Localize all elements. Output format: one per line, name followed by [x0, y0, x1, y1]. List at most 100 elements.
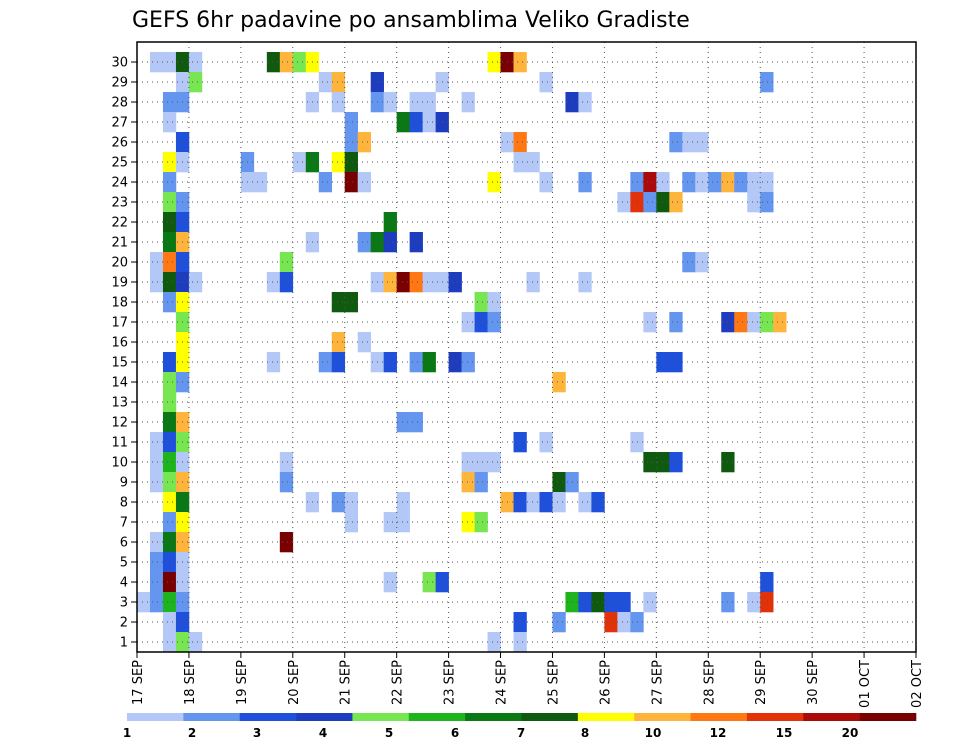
y-tick-label: 19: [111, 276, 128, 291]
heatmap-cell: [162, 612, 177, 633]
colorbar-swatch: [634, 713, 691, 721]
colorbar-label: 3: [253, 726, 261, 740]
heatmap-cell: [682, 252, 696, 273]
heatmap-cell: [760, 172, 774, 193]
heatmap-cell: [474, 312, 488, 333]
heatmap-cell: [162, 592, 177, 613]
heatmap-cell: [604, 592, 618, 613]
heatmap-cell: [409, 232, 423, 253]
heatmap-cell: [760, 572, 774, 593]
heatmap-cell: [422, 352, 436, 373]
heatmap-cell: [409, 272, 423, 293]
heatmap-cell: [344, 172, 359, 193]
heatmap-cell: [383, 352, 397, 373]
heatmap-cell: [552, 372, 566, 393]
heatmap-cell: [578, 272, 592, 293]
colorbar-swatch: [577, 713, 635, 721]
heatmap-cell: [162, 632, 177, 653]
heatmap-cell: [383, 512, 397, 533]
heatmap-cell: [669, 452, 683, 473]
heatmap-cell: [331, 72, 346, 93]
y-tick-label: 16: [111, 336, 128, 351]
heatmap-cell: [578, 172, 592, 193]
heatmap-cell: [422, 112, 436, 133]
colorbar-swatch: [408, 713, 466, 721]
heatmap-cell: [162, 472, 177, 493]
heatmap-cell: [149, 272, 164, 293]
heatmap-cell: [578, 92, 592, 113]
heatmap-cell: [617, 192, 631, 213]
heatmap-cell: [474, 292, 488, 313]
heatmap-cell: [539, 432, 553, 453]
y-tick-label: 27: [111, 116, 128, 131]
y-tick-label: 6: [120, 536, 128, 551]
heatmap-cell: [149, 472, 164, 493]
colorbar-label: 12: [710, 726, 727, 740]
y-tick-label: 1: [120, 636, 128, 651]
heatmap-cell: [357, 132, 371, 153]
x-tick-label: 19 SEP: [235, 660, 250, 705]
heatmap-cell: [409, 352, 423, 373]
colorbar-label: 1: [123, 726, 131, 740]
x-tick-label: 21 SEP: [339, 660, 354, 705]
heatmap-cell: [591, 592, 605, 613]
heatmap-cell: [539, 72, 553, 93]
colorbar: 1 2 3 4 5 6 7 8 10 12 15 20: [123, 713, 917, 740]
y-tick-label: 26: [111, 136, 128, 151]
y-tick-label: 22: [111, 216, 128, 231]
heatmap-cell: [357, 232, 371, 253]
heatmap-cell: [188, 52, 203, 73]
heatmap-cell: [396, 512, 410, 533]
heatmap-cell: [461, 472, 475, 493]
heatmap-cell: [409, 412, 423, 433]
colorbar-swatch: [690, 713, 748, 721]
x-tick-label: 18 SEP: [183, 660, 198, 705]
heatmap-cell: [162, 172, 177, 193]
heatmap-cell: [643, 452, 657, 473]
heatmap-cell: [643, 172, 657, 193]
heatmap-cell: [760, 312, 774, 333]
y-tick-label: 15: [111, 356, 128, 371]
plot-frame: [136, 41, 917, 653]
heatmap-cell: [695, 132, 709, 153]
heatmap-cell: [162, 512, 177, 533]
heatmap-cell: [162, 192, 177, 213]
heatmap-cell: [526, 152, 540, 173]
heatmap-cell: [149, 432, 164, 453]
heatmap-cell: [292, 152, 307, 173]
heatmap-cell: [773, 312, 787, 333]
heatmap-cell: [487, 632, 501, 653]
heatmap-cell: [409, 112, 423, 133]
heatmap-cell: [188, 632, 203, 653]
heatmap-cell: [279, 272, 294, 293]
colorbar-swatch: [465, 713, 522, 721]
heatmap-cell: [552, 492, 566, 513]
heatmap-cell: [253, 172, 268, 193]
y-tick-label: 28: [111, 96, 128, 111]
colorbar-label: 8: [581, 726, 589, 740]
heatmap-cell: [344, 132, 359, 153]
y-tick-label: 21: [111, 236, 128, 251]
heatmap-cell: [162, 492, 177, 513]
heatmap-cell: [279, 252, 294, 273]
heatmap-cell: [396, 492, 410, 513]
heatmap-cell: [279, 472, 294, 493]
x-tick-label: 29 SEP: [754, 660, 769, 705]
heatmap-cell: [734, 312, 748, 333]
heatmap-cell: [552, 612, 566, 633]
heatmap-cell: [591, 492, 605, 513]
x-tick-label: 17 SEP: [131, 660, 146, 705]
heatmap-cell: [149, 452, 164, 473]
heatmap-cell: [513, 612, 527, 633]
y-tick-label: 13: [111, 396, 128, 411]
heatmap-cell: [487, 172, 501, 193]
heatmap-cell: [747, 172, 761, 193]
y-tick-label: 10: [111, 456, 128, 471]
heatmap-cell: [162, 212, 177, 233]
heatmap-cell: [188, 72, 203, 93]
heatmap-cell: [162, 452, 177, 473]
heatmap-cell: [279, 532, 294, 553]
heatmap-cell: [526, 492, 540, 513]
heatmap-cell: [617, 612, 631, 633]
x-tick-label: 30 SEP: [806, 660, 821, 705]
